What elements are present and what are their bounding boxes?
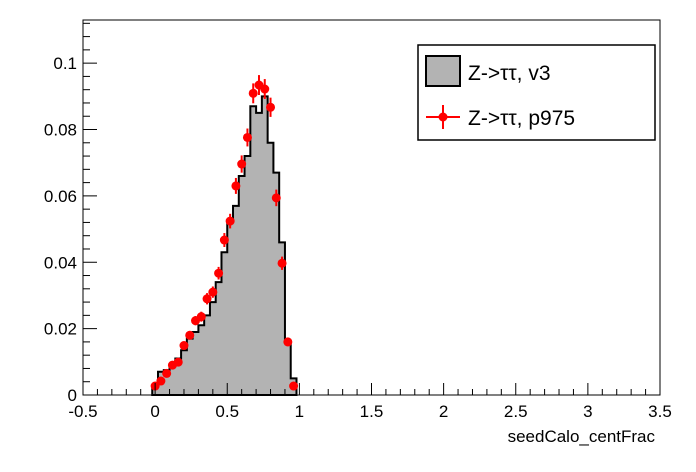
y-tick-label: 0.02 (44, 320, 77, 339)
data-point (277, 258, 287, 268)
x-tick-label: 3 (583, 402, 592, 421)
x-tick-label: -0.5 (68, 402, 97, 421)
data-point (225, 216, 235, 226)
data-point (248, 88, 258, 98)
data-point (202, 294, 212, 304)
x-tick-label: 3.5 (648, 402, 672, 421)
x-tick-label: 1 (295, 402, 304, 421)
data-point (214, 268, 224, 278)
data-point (237, 159, 247, 169)
data-point (242, 132, 252, 142)
data-point (271, 193, 281, 203)
data-point (289, 381, 299, 391)
data-point (266, 102, 276, 112)
x-tick-label: 2 (439, 402, 448, 421)
y-tick-label: 0.06 (44, 187, 77, 206)
legend-label-p975: Z->ττ, p975 (468, 107, 575, 130)
legend-swatch-v3 (425, 55, 461, 87)
y-tick-label: 0.1 (53, 54, 77, 73)
y-tick-label: 0 (68, 386, 77, 405)
legend: Z->ττ, v3 Z->ττ, p975 (417, 44, 656, 141)
data-point (162, 368, 172, 378)
y-tick-label: 0.08 (44, 121, 77, 140)
x-axis-label: seedCalo_centFrac (508, 427, 656, 446)
data-point (196, 312, 206, 322)
legend-marker-p975 (438, 112, 448, 122)
data-point (283, 337, 293, 347)
data-point (185, 330, 195, 340)
data-point (179, 341, 189, 351)
x-tick-label: 0 (150, 402, 159, 421)
y-tick-label: 0.04 (44, 253, 77, 272)
data-point (219, 235, 229, 245)
data-point (173, 357, 183, 367)
x-tick-label: 1.5 (360, 402, 384, 421)
data-point (208, 287, 218, 297)
data-point (260, 84, 270, 94)
x-tick-label: 2.5 (504, 402, 528, 421)
x-tick-label: 0.5 (215, 402, 239, 421)
legend-label-v3: Z->ττ, v3 (468, 62, 551, 85)
data-point (156, 376, 166, 386)
data-point (231, 181, 241, 191)
